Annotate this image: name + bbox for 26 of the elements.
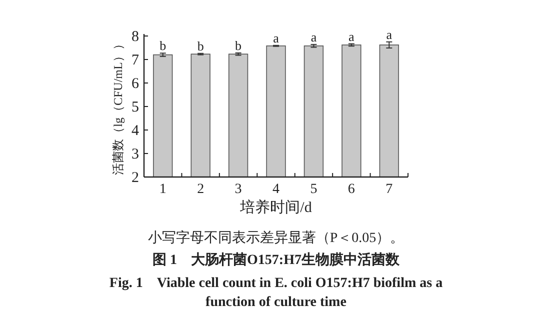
y-tick-label: 3 xyxy=(132,146,139,162)
y-tick-label: 4 xyxy=(132,123,140,139)
x-tick-label: 4 xyxy=(272,182,280,197)
x-axis-title: 培养时间/d xyxy=(239,199,312,216)
y-tick-label: 5 xyxy=(132,100,139,116)
annotation: a xyxy=(386,26,392,42)
y-tick-label: 6 xyxy=(132,76,140,92)
y-tick-label: 7 xyxy=(132,52,140,68)
annotation: b xyxy=(197,38,204,54)
x-tick-label: 3 xyxy=(234,182,242,197)
annotation: b xyxy=(235,38,242,53)
text: 图 1 大肠杆菌O157:H7生物膜中活菌数 xyxy=(152,252,400,268)
x-tick-label: 5 xyxy=(310,182,318,197)
annotation: a xyxy=(273,30,280,46)
x-tick-label: 1 xyxy=(159,182,166,197)
y-axis-title: 活菌数（lg（CFU/mL）） xyxy=(111,38,125,175)
y-tick-label: 8 xyxy=(132,29,139,45)
x-tick-label: 7 xyxy=(386,182,393,197)
text: Fig. 1 Viable cell count in E. coli O157:H7 biofilm as a function of culture time xyxy=(109,276,443,310)
annotation: a xyxy=(310,29,317,44)
annotation: b xyxy=(160,38,166,54)
y-tick-label: 2 xyxy=(132,170,139,186)
annotation: a xyxy=(348,28,355,44)
x-tick-label: 2 xyxy=(197,182,204,197)
x-tick-label: 6 xyxy=(348,182,355,197)
text: 小写字母不同表示差异显著（P＜0.05）。 xyxy=(148,230,404,246)
